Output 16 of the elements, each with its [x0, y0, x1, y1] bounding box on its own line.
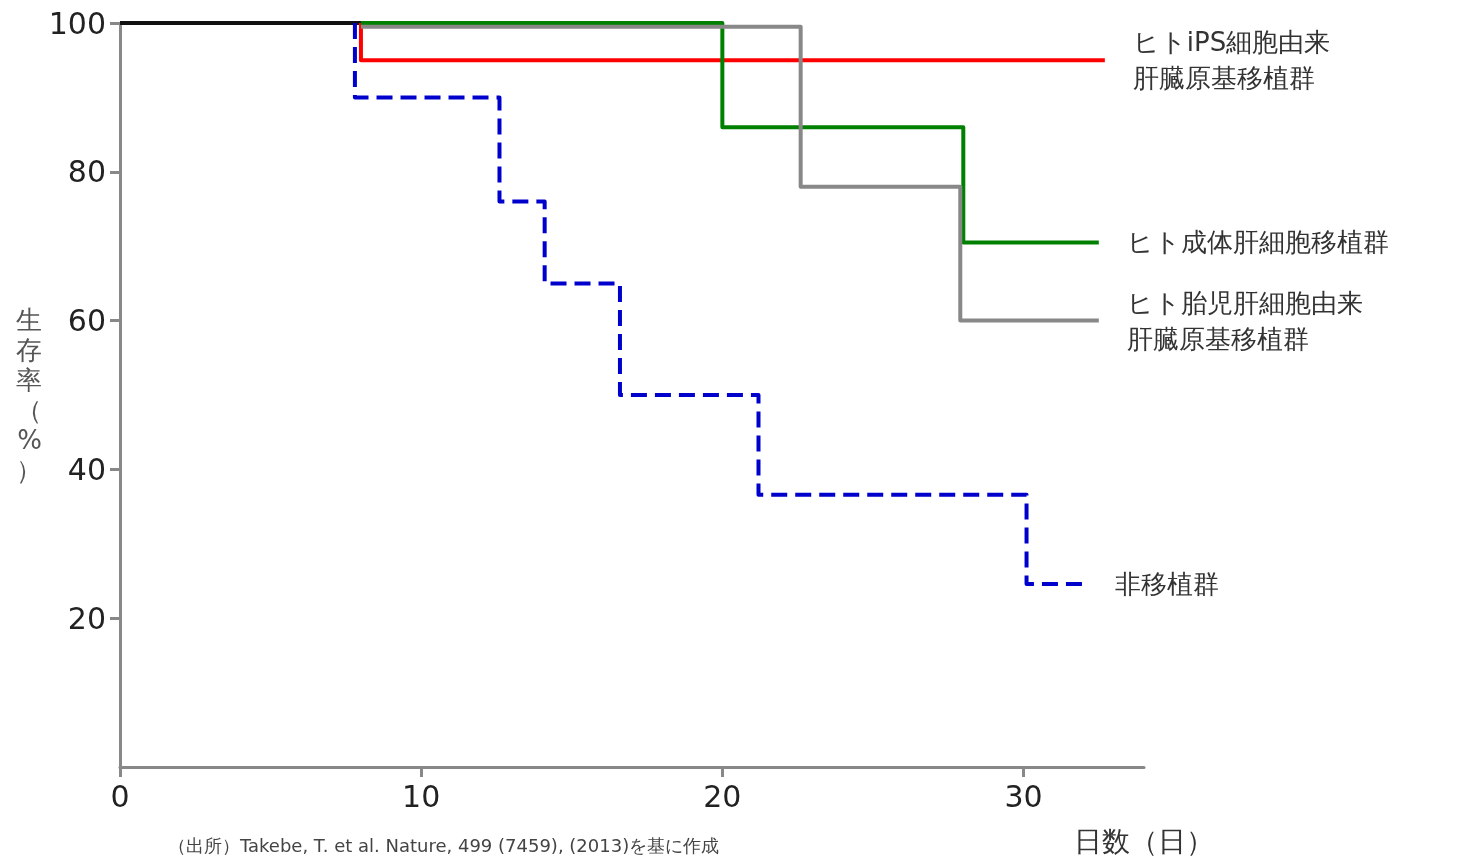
series-label: ヒト胎児肝細胞由来肝臓原基移植群 [1126, 287, 1363, 354]
x-tick-label: 20 [703, 778, 742, 814]
x-tick-label: 30 [1004, 778, 1043, 814]
y-tick-label: 40 [67, 451, 106, 487]
x-tick-label: 0 [110, 778, 130, 814]
x-axis-title: 日数（日） [1074, 824, 1214, 858]
y-tick-label: 60 [67, 303, 106, 339]
y-tick-label: 80 [67, 154, 106, 190]
x-tick-label: 10 [402, 778, 441, 814]
text: （出所）Takebe, T. et al. Nature, 499 (7459), (2013)を基に作成 [168, 834, 720, 856]
y-tick-label: 100 [48, 5, 106, 41]
series-label: ヒトiPS細胞由来肝臓原基移植群 [1132, 27, 1331, 94]
series-label: 非移植群 [1114, 568, 1219, 599]
y-axis-title: 生存率（%） [16, 305, 42, 485]
series-label: ヒト成体肝細胞移植群 [1126, 227, 1389, 258]
y-tick-label: 20 [67, 600, 106, 636]
